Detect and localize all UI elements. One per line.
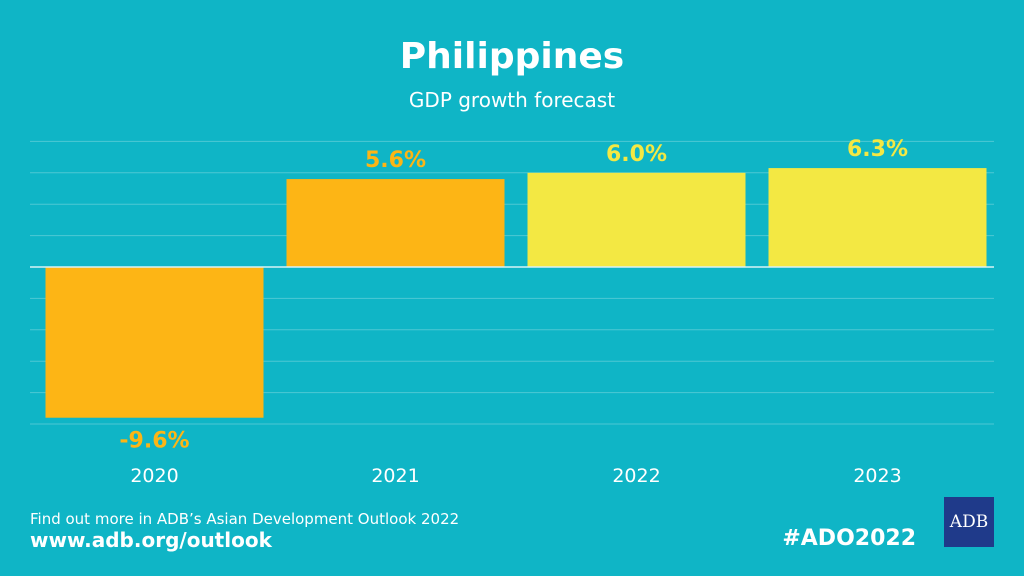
value-label-2021: 5.6% [365, 148, 426, 173]
adb-logo: ADB [944, 497, 994, 547]
x-tick-2021: 2021 [371, 465, 419, 487]
bar-2022 [527, 172, 746, 267]
x-tick-2023: 2023 [853, 465, 901, 487]
footer-text: Find out more in ADB’s Asian Development… [30, 510, 460, 528]
value-label-2022: 6.0% [606, 142, 667, 167]
x-tick-2020: 2020 [130, 465, 178, 487]
chart-title: Philippines [399, 36, 625, 77]
value-label-2020: -9.6% [119, 429, 189, 454]
bar-2021 [286, 179, 505, 267]
bar-2023 [768, 168, 987, 267]
logo-text: ADB [949, 512, 989, 532]
value-labels: -9.6% 5.6% 6.0% 6.3% [119, 137, 908, 454]
x-tick-2022: 2022 [612, 465, 660, 487]
bar-2020 [45, 267, 264, 418]
hashtag: #ADO2022 [782, 526, 916, 551]
x-tick-labels: 2020 2021 2022 2023 [130, 465, 901, 487]
footer-url-link[interactable]: www.adb.org/outlook [30, 528, 272, 552]
value-label-2023: 6.3% [847, 137, 908, 162]
chart-subtitle: GDP growth forecast [408, 88, 616, 112]
bars [45, 168, 987, 418]
